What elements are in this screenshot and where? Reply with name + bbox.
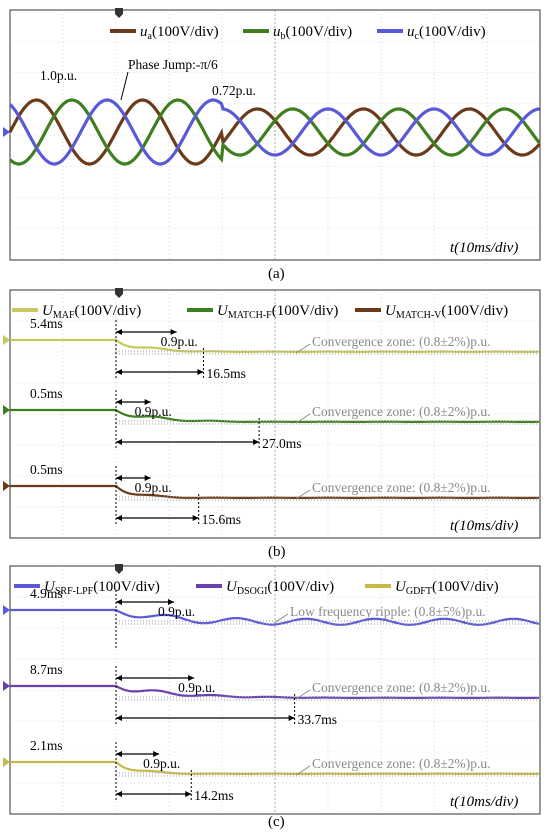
channel-marker-icon xyxy=(3,757,10,767)
zone-leader xyxy=(295,489,311,500)
leader-line xyxy=(120,71,129,101)
label-zone: Convergence zone: (0.8±2%)p.u. xyxy=(312,756,490,771)
zone-leader xyxy=(273,613,289,624)
panel-a: ua(100V/div) ub(100V/div) uc(100V/div) 1.0p… xyxy=(3,8,541,282)
channel-marker-icon xyxy=(3,127,10,137)
zone-leader xyxy=(295,689,311,700)
label-delay: 5.4ms xyxy=(30,316,63,331)
legend-entry: UGDFT(100V/div) xyxy=(395,579,499,597)
panel-c: USRF-LPF(100V/div) UDSOGI(100V/div) UGDFT(… xyxy=(3,564,541,830)
channel-marker-icon xyxy=(3,681,10,691)
label-level: 0.9p.u. xyxy=(161,334,198,349)
trace-USRF-LPF xyxy=(10,608,540,626)
arrow-head xyxy=(153,751,160,757)
channel-marker-icon xyxy=(3,481,10,491)
label-level: 0.9p.u. xyxy=(135,404,172,419)
panel-caption: (c) xyxy=(268,814,285,830)
label-delay: 0.5ms xyxy=(30,386,63,401)
label-zone: Low frequency ripple: (0.8±5%)p.u. xyxy=(290,604,486,619)
label-pre-amplitude: 1.0p.u. xyxy=(40,68,77,83)
arrow-head xyxy=(116,369,122,375)
label-settle: 14.2ms xyxy=(194,788,233,803)
label-level: 0.9p.u. xyxy=(135,480,172,495)
legend-entry: UMATCH-V(100V/div) xyxy=(385,303,508,321)
arrow-head xyxy=(116,515,122,521)
label-level: 0.9p.u. xyxy=(178,680,215,695)
legend-entry: ua(100V/div) xyxy=(140,24,219,42)
trace-UGDFT xyxy=(10,760,539,775)
label-zone: Convergence zone: (0.8±2%)p.u. xyxy=(312,680,490,695)
arrow-head xyxy=(116,599,122,605)
legend-entry: uc(100V/div) xyxy=(407,24,486,42)
arrow-head xyxy=(116,751,122,757)
panel-caption: (a) xyxy=(268,266,285,282)
arrow-head xyxy=(185,791,192,797)
arrow-head xyxy=(116,715,122,721)
channel-marker-icon xyxy=(3,405,10,415)
panel-b: UMAF(100V/div) UMATCH-F(100V/div) UMATCH-V… xyxy=(3,288,541,560)
legend-entry: UMATCH-F(100V/div) xyxy=(217,303,338,321)
zone-leader xyxy=(295,343,311,354)
label-level: 0.9p.u. xyxy=(143,756,180,771)
arrow-head xyxy=(144,399,151,405)
label-delay: 8.7ms xyxy=(30,662,63,677)
x-axis-label: t(10ms/div) xyxy=(450,794,518,810)
trigger-marker-icon xyxy=(115,564,123,574)
label-zone: Convergence zone: (0.8±2%)p.u. xyxy=(312,404,490,419)
label-zone: Convergence zone: (0.8±2%)p.u. xyxy=(312,334,490,349)
legend-entry: USRF-LPF(100V/div) xyxy=(44,579,160,597)
channel-marker-icon xyxy=(3,335,10,345)
arrow-head xyxy=(116,399,122,405)
channel-marker-icon xyxy=(3,605,10,615)
label-post-amplitude: 0.72p.u. xyxy=(212,83,256,98)
arrow-head xyxy=(197,369,204,375)
label-delay: 0.5ms xyxy=(30,462,63,477)
arrow-head xyxy=(144,475,151,481)
label-settle: 15.6ms xyxy=(202,512,241,527)
arrow-head xyxy=(116,329,122,335)
label-settle: 27.0ms xyxy=(262,436,301,451)
label-zone: Convergence zone: (0.8±2%)p.u. xyxy=(312,480,490,495)
label-level: 0.9p.u. xyxy=(158,604,195,619)
trace-UMATCH-V xyxy=(10,484,539,499)
arrow-head xyxy=(288,715,295,721)
waveform-uc xyxy=(8,98,540,166)
label-settle: 16.5ms xyxy=(206,366,245,381)
x-axis-label: t(10ms/div) xyxy=(450,240,518,256)
arrow-head xyxy=(116,439,122,445)
arrow-head xyxy=(116,675,122,681)
label-settle: 33.7ms xyxy=(298,712,337,727)
label-delay: 4.9ms xyxy=(30,586,63,601)
arrow-head xyxy=(167,599,174,605)
legend-entry: ub(100V/div) xyxy=(273,24,352,42)
legend-entry: UMAF(100V/div) xyxy=(42,303,141,321)
panel-caption: (b) xyxy=(268,544,286,560)
zone-leader xyxy=(295,413,311,424)
arrow-head xyxy=(170,329,177,335)
arrow-head xyxy=(188,675,195,681)
label-delay: 2.1ms xyxy=(30,738,63,753)
arrow-head xyxy=(116,791,122,797)
arrow-head xyxy=(192,515,199,521)
waveform-ub xyxy=(8,98,541,166)
arrow-head xyxy=(253,439,260,445)
legend-entry: UDSOGI(100V/div) xyxy=(226,579,334,597)
zone-leader xyxy=(295,765,311,776)
trigger-marker-icon xyxy=(115,8,123,18)
arrow-head xyxy=(116,475,122,481)
x-axis-label: t(10ms/div) xyxy=(450,518,518,534)
trigger-marker-icon xyxy=(115,288,123,298)
label-phase-jump: Phase Jump:-π/6 xyxy=(128,57,218,72)
